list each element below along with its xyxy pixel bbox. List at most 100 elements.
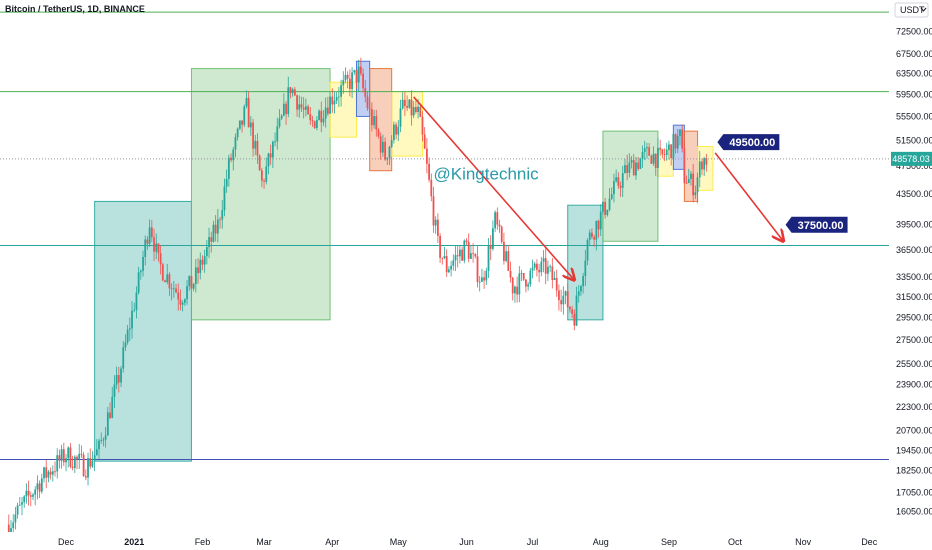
candle bbox=[375, 109, 378, 137]
candle-body bbox=[172, 288, 175, 290]
candle bbox=[133, 302, 136, 313]
candle-body bbox=[205, 247, 208, 257]
candle bbox=[161, 262, 164, 282]
candle bbox=[69, 442, 72, 469]
price-axis[interactable] bbox=[889, 0, 932, 532]
candle-body bbox=[43, 467, 45, 479]
candle bbox=[252, 118, 254, 157]
candle bbox=[687, 168, 690, 184]
candle-body bbox=[60, 449, 63, 461]
candle bbox=[470, 244, 472, 260]
candle-body bbox=[313, 121, 316, 129]
candle bbox=[249, 116, 252, 136]
candle-body bbox=[223, 186, 226, 211]
candle-body bbox=[542, 258, 545, 262]
candle-body bbox=[439, 235, 441, 258]
candle-body bbox=[395, 124, 397, 135]
candle bbox=[78, 444, 81, 469]
candle-body bbox=[443, 256, 446, 259]
candle-body bbox=[69, 447, 72, 467]
candle-body bbox=[452, 260, 455, 266]
candle bbox=[459, 245, 461, 264]
chevron-down-icon bbox=[920, 7, 927, 12]
candle-body bbox=[357, 66, 360, 83]
candle bbox=[558, 284, 560, 311]
candle bbox=[276, 117, 279, 150]
candle bbox=[381, 134, 384, 157]
candle-body bbox=[188, 276, 191, 287]
time-axis[interactable] bbox=[0, 532, 932, 550]
candle-body bbox=[575, 295, 578, 326]
candle bbox=[210, 231, 213, 253]
candle bbox=[593, 234, 596, 247]
candle-body bbox=[397, 126, 400, 135]
candle-body bbox=[219, 219, 221, 221]
candle bbox=[395, 122, 397, 140]
candle-body bbox=[412, 107, 415, 116]
candle bbox=[287, 76, 290, 118]
candle bbox=[553, 271, 556, 281]
x-tick-label: Jul bbox=[527, 537, 539, 547]
candle-body bbox=[423, 134, 426, 149]
candle-body bbox=[670, 144, 673, 159]
y-tick-label: 20700.00 bbox=[896, 425, 932, 435]
candle-body bbox=[199, 259, 202, 273]
candle-body bbox=[331, 96, 334, 105]
candle bbox=[364, 79, 367, 103]
target-label-box bbox=[717, 134, 780, 151]
candle-body bbox=[76, 456, 78, 459]
candle bbox=[234, 133, 237, 158]
candle-body bbox=[271, 141, 274, 158]
candle-body bbox=[201, 259, 204, 265]
candle-body bbox=[139, 270, 142, 273]
candle-body bbox=[701, 161, 703, 170]
candle bbox=[679, 129, 681, 146]
candle-body bbox=[494, 212, 497, 229]
candle bbox=[258, 154, 261, 171]
candle-body bbox=[359, 66, 362, 74]
candle-body bbox=[672, 134, 675, 159]
candle-body bbox=[472, 253, 475, 255]
candle bbox=[243, 104, 246, 128]
candle-body bbox=[267, 153, 270, 167]
candle bbox=[115, 366, 118, 390]
x-tick-label: May bbox=[390, 537, 408, 547]
candle-body bbox=[604, 201, 607, 215]
candle bbox=[505, 245, 508, 263]
candle bbox=[676, 129, 679, 154]
candle-body bbox=[230, 157, 232, 161]
candle bbox=[392, 121, 395, 144]
candle bbox=[674, 133, 677, 154]
candle bbox=[49, 467, 52, 480]
candle-body bbox=[186, 286, 188, 300]
candle-body bbox=[25, 490, 28, 497]
candle bbox=[71, 455, 74, 471]
candle-body bbox=[478, 281, 481, 283]
candle-body bbox=[628, 162, 631, 173]
candle-body bbox=[408, 99, 411, 108]
candle bbox=[428, 157, 430, 183]
candle-body bbox=[483, 277, 486, 281]
trend-arrow bbox=[714, 152, 783, 241]
candle-body bbox=[7, 524, 10, 537]
candle-body bbox=[210, 237, 213, 242]
candle-body bbox=[197, 267, 199, 273]
candle-body bbox=[663, 154, 666, 156]
candle-body bbox=[282, 103, 285, 116]
candle-body bbox=[289, 87, 292, 94]
candle bbox=[366, 91, 369, 111]
candle bbox=[353, 69, 356, 76]
candle-body bbox=[540, 261, 543, 273]
candle-body bbox=[632, 160, 635, 176]
candle-body bbox=[573, 313, 576, 326]
candle bbox=[280, 113, 283, 120]
candle-body bbox=[300, 104, 303, 108]
candle bbox=[102, 437, 105, 447]
currency-selector[interactable]: USDT bbox=[894, 2, 929, 18]
candle-body bbox=[150, 227, 153, 238]
candle-body bbox=[298, 104, 301, 110]
candle-body bbox=[425, 148, 428, 164]
candle-body bbox=[106, 412, 109, 436]
candle-body bbox=[555, 278, 558, 291]
candle-body bbox=[577, 291, 580, 296]
